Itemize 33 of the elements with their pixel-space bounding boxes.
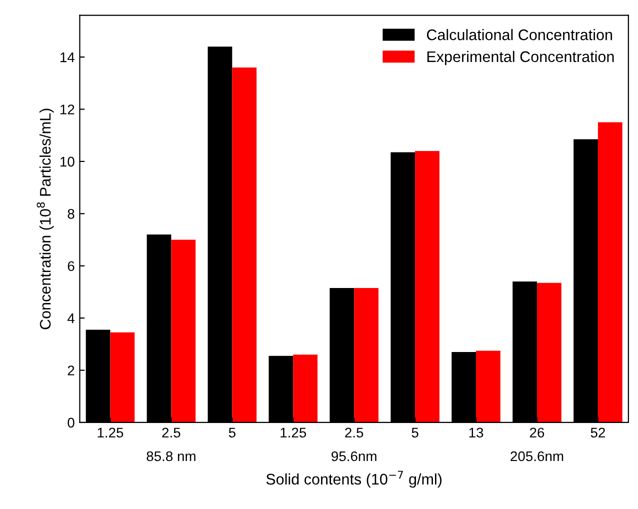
y-tick-label: 8	[68, 208, 74, 219]
x-tick-label: 2.5	[345, 428, 364, 438]
text: 95.6nm	[332, 451, 376, 462]
x-tick-label: 5	[228, 428, 236, 438]
y-axis-title: Concentration (10$^{8}$ Particles/mL)	[36, 108, 54, 330]
x-tick-label: 26	[530, 428, 544, 438]
bar	[293, 354, 318, 422]
x-tick-label: 5	[412, 428, 418, 438]
x-tick-label: 1.25	[98, 428, 124, 438]
legend-label: Experimental Concentration	[427, 50, 614, 66]
x-tick-label: 2.5	[162, 428, 180, 438]
y-tick-label: 14	[60, 52, 74, 62]
x-tick-label: 52	[590, 428, 605, 438]
y-tick-label: 4	[67, 314, 74, 324]
y-tick-label: 6	[68, 261, 74, 272]
bar	[415, 151, 440, 422]
x-axis-title: Solid contents (10$^{−7}$ g/ml)	[266, 470, 442, 488]
bar	[171, 240, 196, 422]
bar	[110, 332, 135, 422]
y-tick-label: 2	[68, 366, 74, 376]
bar	[598, 122, 622, 422]
y-tick-label: 10	[60, 156, 74, 167]
x-tick-label: 1.25	[280, 428, 306, 438]
bar	[536, 282, 562, 422]
bar	[476, 350, 500, 422]
bar	[354, 288, 378, 422]
text: 205.6nm	[510, 451, 564, 462]
x-tick-label: 13	[469, 428, 484, 438]
text: 85.8 nm	[146, 451, 196, 462]
y-tick-label: 0	[68, 418, 74, 428]
y-tick-label: 12	[60, 104, 74, 114]
legend-label: Calculational Concentration	[426, 29, 612, 40]
bar	[232, 67, 257, 422]
